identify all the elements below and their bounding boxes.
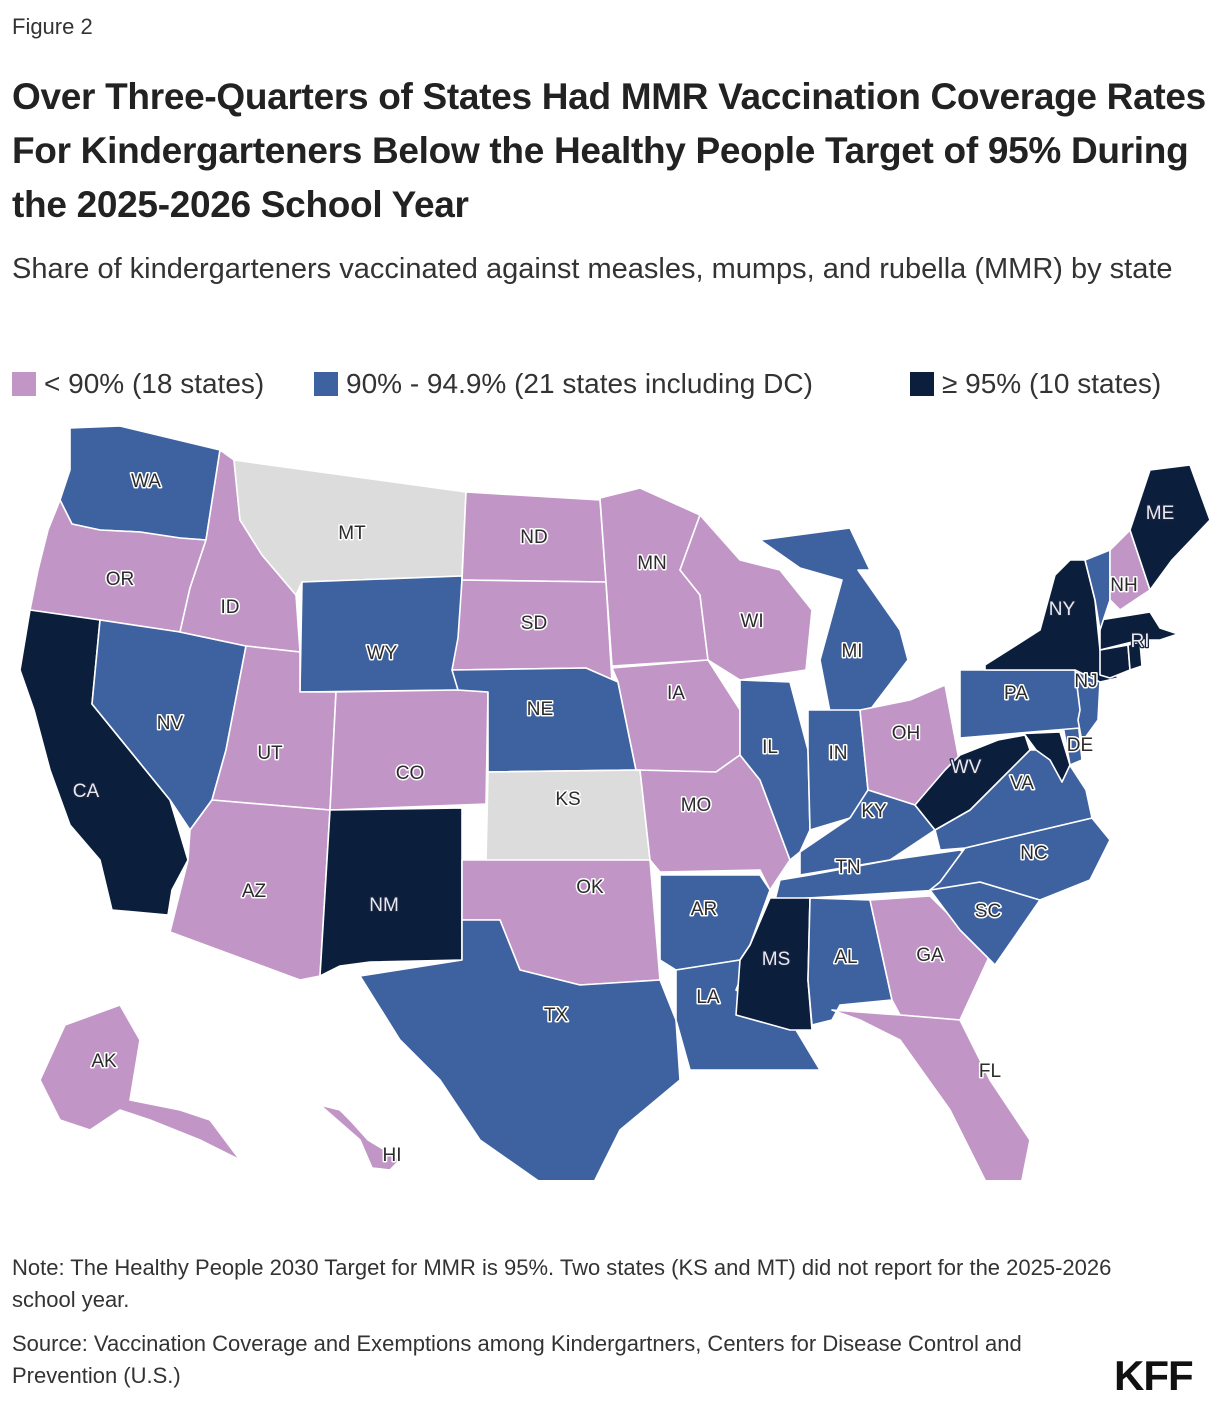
state-label-me: ME (1146, 503, 1175, 524)
state-label-in: IN (829, 743, 848, 764)
state-label-nv: NV (157, 713, 184, 734)
state-mi (759, 527, 909, 713)
legend-swatch-low (12, 372, 36, 396)
chart-title: Over Three-Quarters of States Had MMR Va… (12, 76, 1206, 225)
legend-item-high: ≥ 95% (10 states) (910, 364, 1161, 404)
chart-note: Note: The Healthy People 2030 Target for… (12, 1255, 1112, 1312)
state-wy (299, 575, 463, 693)
figure-label: Figure 2 (12, 14, 93, 39)
state-ak (39, 1004, 241, 1161)
legend: < 90% (18 states) 90% - 94.9% (21 states… (12, 364, 1212, 404)
chart-subtitle: Share of kindergarteners vaccinated agai… (12, 253, 1173, 285)
legend-label-mid: 90% - 94.9% (21 states including DC) (346, 368, 813, 399)
state-label-il: IL (762, 737, 778, 758)
legend-label-high: ≥ 95% (10 states) (942, 368, 1162, 399)
state-label-sc: SC (975, 901, 1001, 922)
state-ny (984, 559, 1119, 683)
state-label-mo: MO (681, 795, 712, 816)
state-label-az: AZ (242, 881, 267, 902)
state-label-la: LA (696, 987, 720, 1008)
state-ri (1127, 641, 1143, 671)
state-label-oh: OH (892, 723, 921, 744)
state-il (739, 679, 811, 861)
legend-item-low: < 90% (18 states) (12, 364, 264, 404)
state-ks (485, 769, 651, 863)
state-fl (831, 1009, 1031, 1180)
state-label-ne: NE (527, 699, 553, 720)
state-label-ar: AR (691, 899, 717, 920)
state-wv (914, 734, 1031, 831)
state-ct (1099, 644, 1131, 679)
state-label-de: DE (1067, 735, 1093, 756)
state-label-tn: TN (835, 857, 860, 878)
state-label-ut: UT (257, 743, 283, 764)
state-label-nd: ND (520, 527, 547, 548)
state-label-pa: PA (1004, 683, 1028, 704)
state-label-mi: MI (841, 641, 862, 662)
state-label-wy: WY (367, 643, 398, 664)
state-label-nh: NH (1110, 575, 1137, 596)
state-label-mt: MT (338, 523, 366, 544)
state-label-ms: MS (762, 949, 791, 970)
state-label-va: VA (1010, 773, 1034, 794)
state-label-nm: NM (369, 895, 399, 916)
state-label-ia: IA (667, 683, 685, 704)
us-map-svg: WA OR CA NV ID MT WY UT AZ CO NM ND SD NE KS OK TX MN IA MO… (19, 425, 1211, 1180)
state-label-ky: KY (861, 801, 887, 822)
state-label-wa: WA (131, 471, 161, 492)
state-label-ny: NY (1049, 599, 1076, 620)
kff-logo: KFF (1114, 1352, 1194, 1399)
legend-swatch-mid (314, 372, 338, 396)
state-me (1129, 464, 1211, 591)
state-label-co: CO (396, 763, 425, 784)
state-label-fl: FL (979, 1061, 1001, 1082)
state-label-ok: OK (576, 877, 604, 898)
state-label-ri: RI (1131, 631, 1150, 652)
chart-source: Source: Vaccination Coverage and Exempti… (12, 1331, 1022, 1388)
state-label-ga: GA (916, 945, 944, 966)
state-label-al: AL (834, 947, 857, 968)
state-label-nc: NC (1020, 843, 1047, 864)
state-label-wv: WV (951, 757, 982, 778)
state-label-hi: HI (383, 1145, 402, 1166)
state-label-or: OR (106, 569, 135, 590)
us-map: WA OR CA NV ID MT WY UT AZ CO NM ND SD NE KS OK TX MN IA MO… (0, 420, 1220, 1180)
state-label-id: ID (221, 597, 240, 618)
state-co (329, 689, 489, 811)
state-label-ak: AK (91, 1051, 117, 1072)
state-nh (1109, 529, 1151, 611)
state-ma (1099, 611, 1179, 651)
state-wi (679, 514, 813, 681)
state-label-nj: NJ (1074, 671, 1097, 692)
state-label-wi: WI (740, 611, 763, 632)
state-label-sd: SD (521, 613, 547, 634)
state-hi (319, 1104, 401, 1171)
state-nc (929, 817, 1111, 901)
state-label-tx: TX (544, 1005, 569, 1026)
legend-item-mid: 90% - 94.9% (21 states including DC) (314, 364, 813, 404)
state-md (989, 731, 1071, 783)
state-tx (359, 919, 681, 1180)
state-label-mn: MN (637, 553, 667, 574)
state-label-ks: KS (555, 789, 580, 810)
legend-swatch-high (910, 372, 934, 396)
legend-label-low: < 90% (18 states) (44, 368, 265, 399)
state-nm (319, 807, 463, 977)
state-vt (1084, 549, 1111, 631)
state-label-ca: CA (73, 781, 100, 802)
